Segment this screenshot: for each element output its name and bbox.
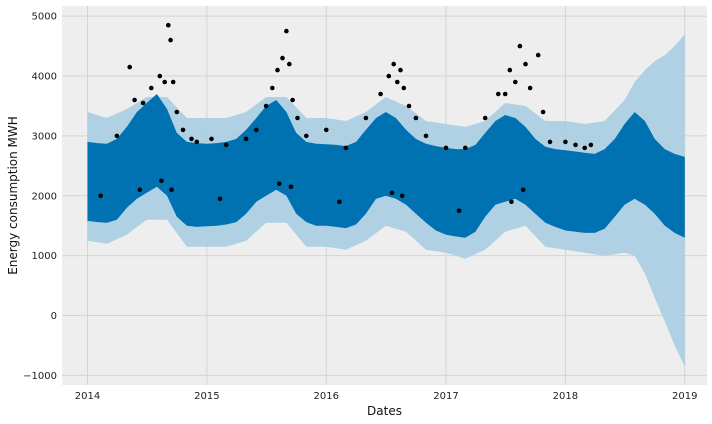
observed-point [389,190,395,196]
observed-point [189,136,194,142]
observed-point [275,67,280,73]
observed-point [132,97,137,103]
x-tick-label: 2014 [75,391,100,402]
observed-point [363,115,369,121]
x-tick-label: 2018 [553,391,578,402]
observed-point [304,133,309,139]
observed-point [463,145,468,151]
observed-point [378,91,383,97]
observed-point [194,139,200,145]
observed-point [284,28,289,34]
observed-point [149,85,154,91]
observed-point [243,136,249,142]
observed-point [168,37,173,43]
observed-point [98,193,103,199]
observed-point [398,67,403,73]
observed-point [217,196,223,202]
y-tick-label: 4000 [32,72,57,83]
observed-point [170,79,176,85]
observed-point [443,145,449,151]
observed-point [386,73,392,79]
observed-point [270,85,275,91]
y-tick-label: −1000 [23,371,57,382]
observed-point [391,61,397,67]
observed-point [588,142,594,148]
y-tick-label: 1000 [32,251,57,262]
observed-point [482,115,488,121]
observed-point [223,142,229,148]
x-axis-label: Dates [367,404,402,418]
observed-point [517,43,523,49]
bands [87,34,685,367]
observed-point [140,100,146,106]
x-tick-label: 2016 [314,391,339,402]
observed-point [337,199,342,205]
x-tick-label: 2019 [672,391,697,402]
y-axis-label: Energy consumption MWH [6,116,20,275]
observed-point [137,187,143,193]
observed-point [563,139,568,145]
observed-point [406,103,412,109]
observed-point [287,61,292,67]
observed-point [209,136,214,142]
observed-point [399,193,405,199]
observed-point [127,64,132,70]
observed-point [290,97,295,103]
observed-point [174,109,180,115]
y-tick-label: 2000 [32,191,57,202]
observed-point [582,145,587,151]
observed-point [395,79,400,85]
x-tick-label: 2017 [433,391,458,402]
observed-point [540,109,546,115]
observed-point [527,85,533,91]
observed-point [288,184,294,190]
observed-point [513,79,518,85]
observed-point [520,187,526,193]
observed-point [295,115,300,121]
observed-point [180,127,186,133]
observed-point [502,91,508,97]
observed-point [324,127,329,133]
observed-point [159,178,164,184]
uncertainty-band [87,34,685,367]
y-tick-label: 5000 [32,12,57,23]
observed-point [413,115,419,121]
observed-point [162,79,167,85]
observed-point [456,208,462,214]
observed-point [523,61,528,67]
observed-point [263,103,269,109]
y-tick-label: 0 [51,311,57,322]
forecast-band [87,94,685,238]
observed-point [423,133,429,139]
observed-point [547,139,553,145]
observed-point [343,145,349,151]
observed-point [114,133,120,139]
observed-point [573,142,578,148]
observed-point [157,73,163,79]
observed-point [280,55,285,61]
tick-labels: −1000 0 1000 2000 3000 4000 5000 2014 2015 2016 20… [23,12,697,402]
observed-point [401,85,407,91]
observed-point [169,187,174,193]
observed-points [98,22,594,214]
observed-point [507,67,513,73]
observed-point [166,22,171,28]
observed-point [496,91,501,97]
observed-point [276,181,282,187]
y-tick-label: 3000 [32,131,57,142]
observed-point [535,52,541,58]
observed-point [253,127,259,133]
x-tick-label: 2015 [194,391,219,402]
observed-point [509,199,514,205]
